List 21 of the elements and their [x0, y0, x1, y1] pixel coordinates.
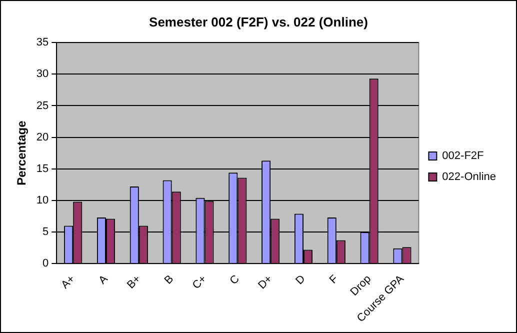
y-tick-label: 15 — [36, 162, 49, 175]
y-tick-label: 10 — [36, 194, 49, 206]
legend-label: 022-Online — [442, 171, 496, 184]
y-tick-label: 0 — [42, 258, 49, 270]
y-tick-label: 30 — [36, 68, 49, 80]
y-tick-label: 5 — [42, 226, 49, 238]
y-tick-label: 20 — [36, 131, 49, 144]
x-tick-label: F — [327, 272, 341, 286]
x-tick-label: A — [96, 272, 111, 287]
y-tick-label: 25 — [36, 100, 49, 112]
x-tick-label: A+ — [59, 273, 78, 292]
x-tick-label: C+ — [190, 273, 210, 292]
x-tick-label: B — [162, 273, 176, 287]
y-axis-title: Percentage — [14, 120, 29, 186]
y-tick-label: 35 — [36, 36, 49, 49]
chart-title: Semester 002 (F2F) vs. 022 (Online) — [149, 14, 368, 30]
x-tick-label: B+ — [124, 273, 144, 292]
x-tick-label: D — [294, 272, 308, 288]
x-tick-label: C — [228, 272, 242, 288]
x-tick-label: D+ — [256, 273, 275, 292]
legend-label: 002-F2F — [442, 150, 484, 162]
